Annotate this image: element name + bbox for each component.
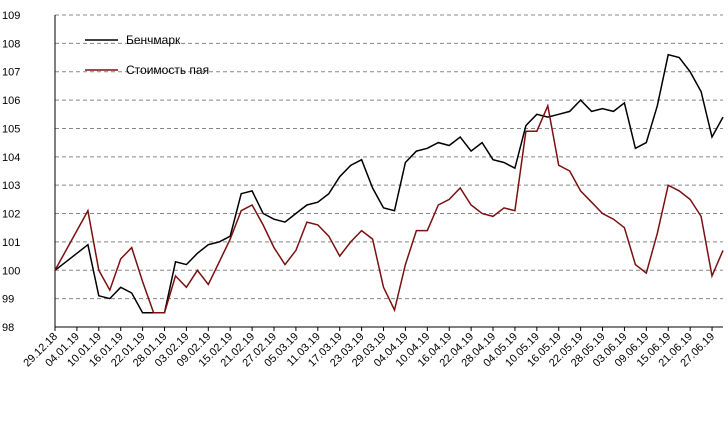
y-tick-label: 105 (2, 123, 20, 135)
y-tick-label: 106 (2, 95, 20, 107)
series-line (54, 53, 724, 314)
y-tick-label: 107 (2, 67, 20, 79)
series-line (54, 103, 724, 314)
y-tick-label: 99 (2, 294, 14, 306)
legend-label: Стоимость пая (126, 63, 209, 77)
y-tick-label: 103 (2, 180, 20, 192)
y-tick-label: 104 (2, 152, 20, 164)
y-tick-label: 108 (2, 38, 20, 50)
y-tick-label: 101 (2, 237, 20, 249)
y-tick-label: 102 (2, 209, 20, 221)
y-tick-label: 98 (2, 322, 14, 334)
legend-label: Бенчмарк (126, 33, 181, 47)
y-tick-label: 100 (2, 265, 20, 277)
y-tick-label: 109 (2, 10, 20, 22)
